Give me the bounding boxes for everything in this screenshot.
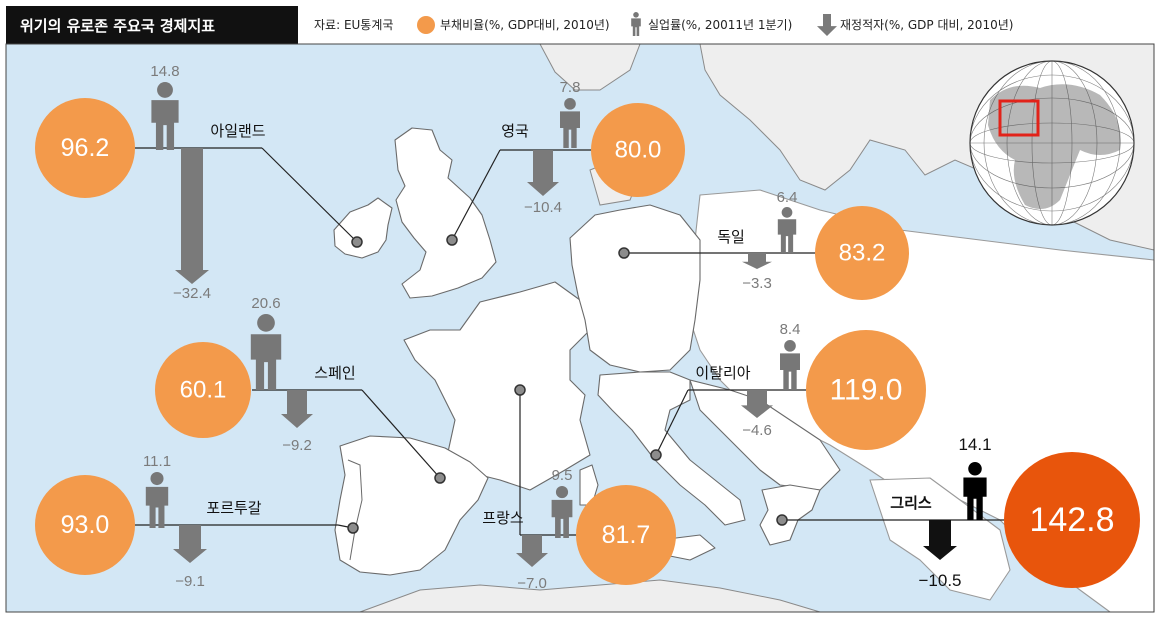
globe-icon — [969, 60, 1135, 226]
ireland-deficit-arrow — [175, 148, 209, 284]
country-italy: −4.6 8.4 이탈리아 119.0 — [650, 321, 926, 461]
country-ireland: −32.4 14.8 아일랜드 96.2 — [35, 63, 363, 302]
country-france: −7.0 9.5 프랑스 81.7 — [482, 384, 676, 592]
france-debt-value: 81.7 — [602, 521, 651, 549]
italy-unemployment-value: 8.4 — [780, 321, 801, 338]
germany-debt-value: 83.2 — [839, 240, 886, 267]
germany-unemployment-value: 6.4 — [777, 189, 798, 206]
spain-debt-value: 60.1 — [180, 377, 227, 404]
france-unemployment-figure — [551, 486, 573, 538]
italy-debt-bubble — [806, 330, 926, 450]
country-portugal: −9.1 11.1 포르투갈 93.0 — [35, 453, 359, 590]
country-spain: −9.2 20.6 스페인 60.1 — [155, 295, 446, 484]
down-arrow-icon — [817, 14, 837, 36]
spain-deficit-value: −9.2 — [282, 437, 312, 454]
spain-deficit-arrow — [281, 390, 313, 428]
greece-unemployment-figure — [963, 462, 987, 520]
italy-deficit-value: −4.6 — [742, 422, 772, 439]
person-icon — [631, 12, 641, 36]
germany-location-dot — [618, 247, 630, 259]
uk-unemployment-figure — [560, 98, 580, 148]
germany-unemployment-figure — [777, 207, 797, 253]
greece-landmass — [759, 484, 821, 546]
globe-highlight-box — [998, 99, 1040, 137]
uk-debt-value: 80.0 — [615, 137, 662, 164]
greece-location-dot — [776, 514, 788, 526]
ireland-deficit-value: −32.4 — [173, 285, 211, 302]
italy-leader-line — [655, 389, 689, 456]
uk-leader-line — [451, 149, 501, 241]
uk-location-dot — [446, 234, 458, 246]
germany-name: 독일 — [717, 228, 745, 246]
uk-deficit-arrow — [527, 150, 559, 196]
orange-circle-icon — [417, 16, 435, 34]
spain-location-dot — [434, 472, 446, 484]
legend: 자료: EU통계국 부채비율(%, GDP대비, 2010년) 실업률(%, 2… — [314, 12, 1013, 36]
ireland-location-dot — [351, 236, 363, 248]
country-germany: −3.3 6.4 독일 83.2 — [618, 189, 909, 300]
country-clusters: −32.4 14.8 아일랜드 96.2 −10.4 7.8 영국 80.0 −3.3 6.4 독일… — [35, 63, 1140, 592]
title-bar: 위기의 유로존 주요국 경제지표 — [6, 6, 298, 44]
greece-deficit-value: −10.5 — [918, 571, 961, 590]
ireland-unemployment-value: 14.8 — [150, 63, 179, 80]
france-unemployment-value: 9.5 — [552, 467, 573, 484]
greece-unemployment-value: 14.1 — [958, 435, 991, 454]
legend-debt: 부채비율(%, GDP대비, 2010년) — [440, 18, 610, 32]
ireland-landmass — [333, 197, 393, 259]
portugal-location-dot — [347, 522, 359, 534]
italy-deficit-arrow — [741, 390, 773, 418]
portugal-deficit-arrow — [173, 525, 207, 563]
france-location-dot — [514, 384, 526, 396]
source-note: 자료: EU통계국 — [314, 18, 393, 32]
ireland-leader-line — [261, 147, 358, 243]
uk-name: 영국 — [501, 122, 529, 140]
greece-debt-value: 142.8 — [1029, 501, 1114, 539]
greece-name: 그리스 — [890, 494, 932, 512]
uk-unemployment-value: 7.8 — [560, 79, 581, 96]
greece-debt-bubble — [1004, 452, 1140, 588]
germany-deficit-arrow — [742, 253, 772, 269]
page-title: 위기의 유로존 주요국 경제지표 — [20, 17, 215, 35]
legend-unemployment: 실업률(%, 20011년 1분기) — [648, 18, 792, 32]
italy-name: 이탈리아 — [695, 364, 750, 382]
ireland-debt-bubble — [35, 98, 135, 198]
germany-deficit-value: −3.3 — [742, 275, 772, 292]
portugal-debt-bubble — [35, 475, 135, 575]
great-britain-landmass — [394, 127, 497, 299]
ireland-unemployment-figure — [151, 82, 179, 150]
france-deficit-arrow — [516, 535, 548, 567]
italy-unemployment-figure — [780, 340, 800, 390]
ireland-debt-value: 96.2 — [61, 134, 110, 162]
spain-unemployment-value: 20.6 — [251, 295, 280, 312]
spain-debt-bubble — [155, 342, 251, 438]
sardinia-landmass — [579, 464, 599, 506]
iberia-landmass — [334, 435, 489, 576]
portugal-deficit-value: −9.1 — [175, 573, 205, 590]
portugal-debt-value: 93.0 — [61, 511, 110, 539]
country-greece: −10.5 14.1 그리스 142.8 — [776, 435, 1140, 590]
uk-debt-bubble — [591, 103, 685, 197]
portugal-name: 포르투갈 — [206, 499, 261, 517]
spain-leader-line — [361, 389, 441, 479]
country-uk: −10.4 7.8 영국 80.0 — [446, 79, 685, 246]
france-deficit-value: −7.0 — [517, 575, 547, 592]
spain-unemployment-figure — [250, 314, 282, 390]
germany-debt-bubble — [815, 206, 909, 300]
germany-landmass — [569, 204, 701, 373]
italy-location-dot — [650, 449, 662, 461]
portugal-unemployment-figure — [145, 472, 169, 528]
map-frame — [5, 43, 1155, 613]
france-debt-bubble — [576, 485, 676, 585]
uk-deficit-value: −10.4 — [524, 199, 562, 216]
ireland-name: 아일랜드 — [210, 122, 265, 140]
portugal-unemployment-value: 11.1 — [143, 453, 171, 470]
spain-name: 스페인 — [314, 364, 355, 382]
france-name: 프랑스 — [482, 509, 524, 527]
spain-portugal-border — [347, 459, 363, 561]
greece-deficit-arrow — [923, 520, 957, 560]
italy-debt-value: 119.0 — [830, 374, 903, 407]
legend-deficit: 재정적자(%, GDP 대비, 2010년) — [840, 18, 1013, 32]
